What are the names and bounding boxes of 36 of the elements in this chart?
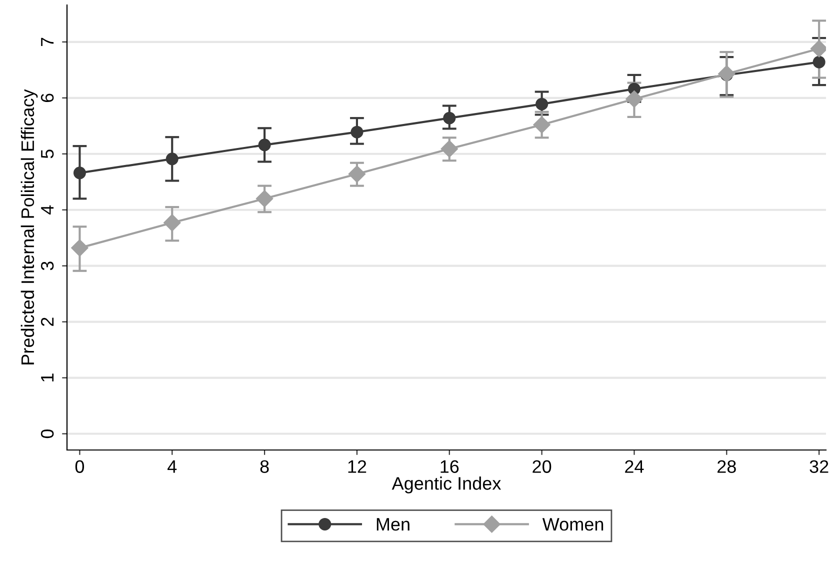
x-tick-label: 8 <box>260 460 269 473</box>
y-tick-label: 7 <box>41 38 54 46</box>
point <box>348 165 366 183</box>
x-axis-title: Agentic Index <box>392 476 502 494</box>
point <box>258 138 271 152</box>
x-tick-label: 4 <box>168 460 177 473</box>
x-tick-label: 0 <box>75 460 84 473</box>
x-tick-label: 20 <box>532 460 552 473</box>
point <box>533 116 550 134</box>
y-tick-label: 3 <box>40 262 54 270</box>
y-axis-title: Predicted Internal Political Efficacy <box>20 89 38 364</box>
point <box>166 152 178 166</box>
point <box>443 112 456 124</box>
y-tick-label: 1 <box>41 374 54 382</box>
point <box>256 190 274 208</box>
x-tick-label: 32 <box>810 460 828 473</box>
point <box>164 214 181 232</box>
x-tick-label: 16 <box>440 460 459 473</box>
legend-label: Men <box>376 518 410 531</box>
point <box>440 140 458 158</box>
x-tick-label: 12 <box>348 460 366 473</box>
point <box>812 56 826 68</box>
y-tick-label: 2 <box>40 318 54 326</box>
point <box>626 90 643 108</box>
x-tick-label: 24 <box>625 460 644 473</box>
legend-label: Women <box>542 518 604 531</box>
point <box>73 166 86 180</box>
point <box>71 239 88 256</box>
y-tick-label: 0 <box>40 429 54 438</box>
point <box>536 98 548 110</box>
y-tick-label: 4 <box>41 205 54 214</box>
x-tick-label: 28 <box>718 460 736 473</box>
point <box>350 126 364 138</box>
y-tick-label: 6 <box>40 94 54 102</box>
y-tick-label: 5 <box>41 150 54 158</box>
point <box>718 65 736 82</box>
